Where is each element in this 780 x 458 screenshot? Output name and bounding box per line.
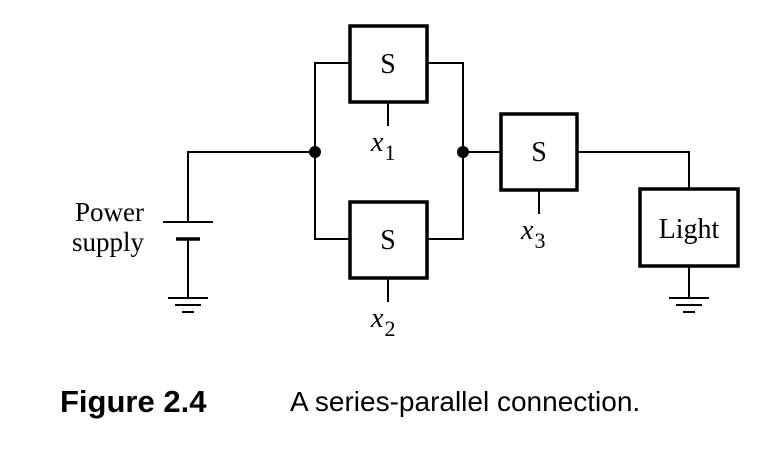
control-label-x3-sub: 3 [534,228,545,253]
wire-bottom-branch-left [314,152,350,240]
wire-top-branch-left [314,62,350,152]
battery-icon [163,221,213,241]
control-label-x3: x3 [520,215,545,253]
wire-top-branch-right [427,62,464,152]
junction-dot-left [309,146,321,158]
switch-label-x2: S [380,225,396,256]
light-box [638,187,740,268]
power-supply-label-line1: Power [75,197,144,227]
control-label-x2-base: x [370,303,384,334]
control-label-x1-sub: 1 [384,140,395,165]
switch-box-x2 [348,200,429,280]
wire-supply-top [187,151,315,222]
switch-box-x3 [499,112,579,192]
light-label: Light [659,214,720,245]
control-label-x2: x2 [370,303,395,341]
control-label-x2-sub: 2 [384,316,395,341]
switch-box-x1 [348,24,429,104]
switch-label-x1: S [380,49,396,80]
ground-icon-supply [168,297,208,313]
ground-icon-light [669,297,709,313]
control-label-x1-base: x [370,127,384,158]
circuit-diagram: S S S Light Power supply x1 x2 x3 [72,24,740,341]
power-supply-label-line2: supply [72,227,145,257]
wires [187,62,690,302]
wire-bottom-branch-right [427,152,464,240]
switch-label-x3: S [531,137,547,168]
control-label-x1: x1 [370,127,395,165]
figure-caption-text: A series-parallel connection. [290,386,641,417]
figure-label: Figure 2.4 [60,384,207,419]
wire-s3-to-light [577,151,690,189]
junction-dot-right [457,146,469,158]
control-label-x3-base: x [520,215,534,246]
